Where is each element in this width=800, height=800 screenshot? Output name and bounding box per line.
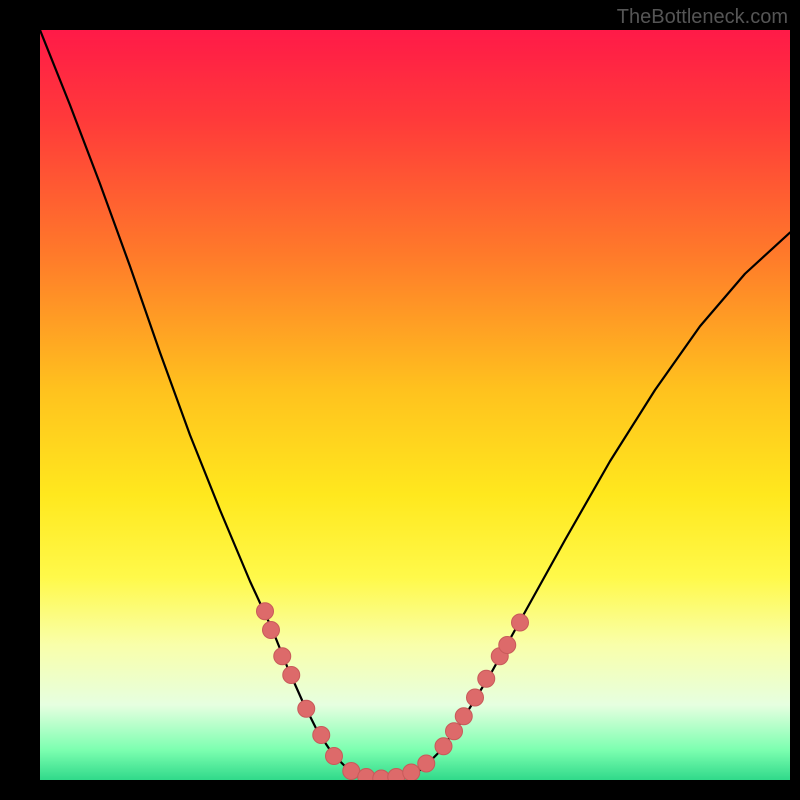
data-marker	[418, 755, 435, 772]
data-marker	[326, 748, 343, 765]
data-marker	[298, 700, 315, 717]
data-marker	[435, 738, 452, 755]
data-marker	[274, 648, 291, 665]
data-marker	[467, 689, 484, 706]
data-marker	[343, 763, 360, 780]
watermark-text: TheBottleneck.com	[617, 6, 788, 29]
data-marker	[478, 670, 495, 687]
data-marker	[313, 727, 330, 744]
data-marker	[455, 708, 472, 725]
data-marker	[446, 723, 463, 740]
data-marker	[499, 637, 516, 654]
chart-plot-area	[40, 30, 790, 780]
chart-svg	[40, 30, 790, 780]
data-marker	[283, 667, 300, 684]
data-marker	[512, 614, 529, 631]
data-marker	[403, 764, 420, 780]
chart-background	[40, 30, 790, 780]
data-marker	[257, 603, 274, 620]
data-marker	[263, 622, 280, 639]
